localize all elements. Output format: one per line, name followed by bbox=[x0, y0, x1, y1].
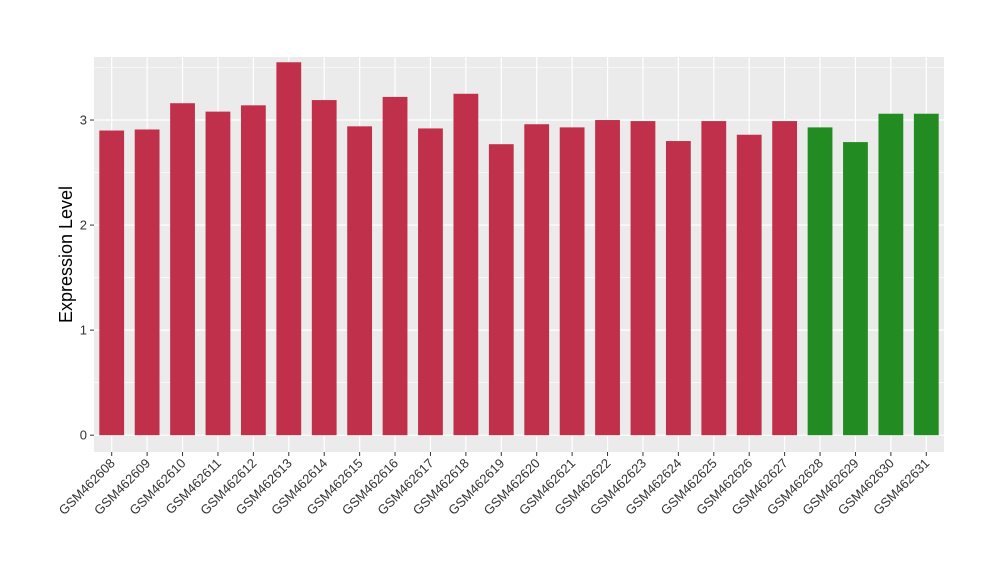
bar-GSM462620 bbox=[524, 124, 550, 436]
minor-gridlines bbox=[94, 67, 944, 383]
bar-GSM462616 bbox=[382, 96, 408, 436]
bar-GSM462612 bbox=[240, 105, 266, 436]
bar-GSM462619 bbox=[488, 144, 514, 436]
bar-GSM462618 bbox=[453, 93, 479, 436]
bar-GSM462615 bbox=[347, 126, 373, 436]
plot-panel bbox=[94, 57, 944, 452]
y-axis: 0 1 2 3 bbox=[80, 113, 94, 443]
bar-GSM462627 bbox=[772, 121, 798, 436]
bar-GSM462617 bbox=[418, 128, 443, 436]
bar-GSM462624 bbox=[665, 141, 691, 436]
bar-GSM462614 bbox=[311, 100, 337, 436]
bar-GSM462613 bbox=[276, 62, 302, 436]
y-tick-label: 2 bbox=[80, 218, 87, 233]
bar-GSM462608 bbox=[99, 130, 125, 436]
bar-GSM462625 bbox=[701, 121, 727, 436]
bar-GSM462629 bbox=[843, 142, 868, 436]
bars bbox=[99, 62, 939, 436]
y-tick-label: 1 bbox=[80, 323, 87, 338]
bar-GSM462623 bbox=[630, 121, 656, 436]
y-axis-title: Expression Level bbox=[56, 186, 76, 323]
bar-GSM462631 bbox=[913, 113, 939, 436]
y-tick-label: 3 bbox=[80, 113, 87, 128]
bar-GSM462611 bbox=[205, 111, 231, 436]
bar-GSM462622 bbox=[595, 120, 620, 436]
bar-GSM462610 bbox=[170, 103, 195, 436]
x-axis: GSM462608GSM462609GSM462610GSM462611GSM4… bbox=[56, 452, 932, 518]
bar-GSM462628 bbox=[807, 127, 833, 436]
bar-GSM462630 bbox=[878, 113, 904, 436]
y-tick-label: 0 bbox=[80, 428, 87, 443]
bar-GSM462626 bbox=[736, 134, 762, 436]
bar-GSM462609 bbox=[134, 129, 160, 436]
bar-GSM462621 bbox=[559, 127, 585, 436]
